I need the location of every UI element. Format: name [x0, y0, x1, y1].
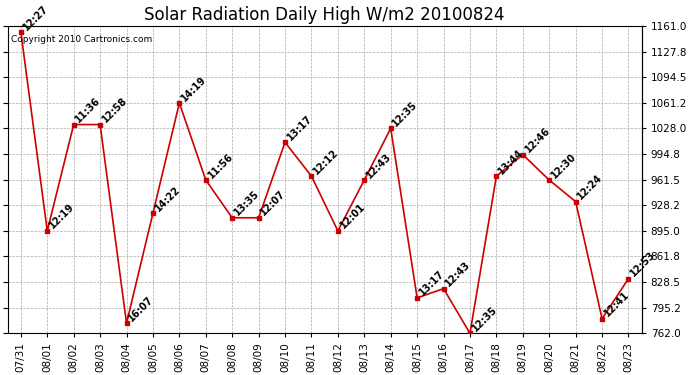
Text: 12:58: 12:58	[100, 96, 129, 124]
Text: 12:35: 12:35	[391, 99, 420, 128]
Text: Copyright 2010 Cartronics.com: Copyright 2010 Cartronics.com	[11, 35, 152, 44]
Text: 12:35: 12:35	[470, 304, 499, 333]
Text: 12:19: 12:19	[48, 202, 77, 231]
Text: 11:56: 11:56	[206, 151, 235, 180]
Text: 14:19: 14:19	[179, 74, 208, 103]
Text: 13:44: 13:44	[496, 147, 525, 176]
Text: 14:22: 14:22	[153, 184, 182, 213]
Text: 12:43: 12:43	[444, 260, 473, 289]
Text: 12:43: 12:43	[364, 151, 393, 180]
Text: 12:30: 12:30	[549, 151, 578, 180]
Text: 12:41: 12:41	[602, 290, 631, 319]
Text: 11:36: 11:36	[74, 96, 103, 124]
Text: 12:46: 12:46	[523, 126, 552, 154]
Text: 13:17: 13:17	[417, 269, 446, 298]
Text: 13:17: 13:17	[285, 113, 314, 142]
Text: 12:07: 12:07	[259, 189, 288, 218]
Text: 12:24: 12:24	[575, 172, 604, 202]
Text: 12:27: 12:27	[21, 3, 50, 32]
Text: 13:35: 13:35	[233, 189, 262, 218]
Text: 16:07: 16:07	[126, 294, 155, 323]
Text: 12:01: 12:01	[338, 202, 367, 231]
Text: 12:53: 12:53	[629, 250, 658, 279]
Text: 12:12: 12:12	[311, 147, 340, 176]
Title: Solar Radiation Daily High W/m2 20100824: Solar Radiation Daily High W/m2 20100824	[144, 6, 505, 24]
